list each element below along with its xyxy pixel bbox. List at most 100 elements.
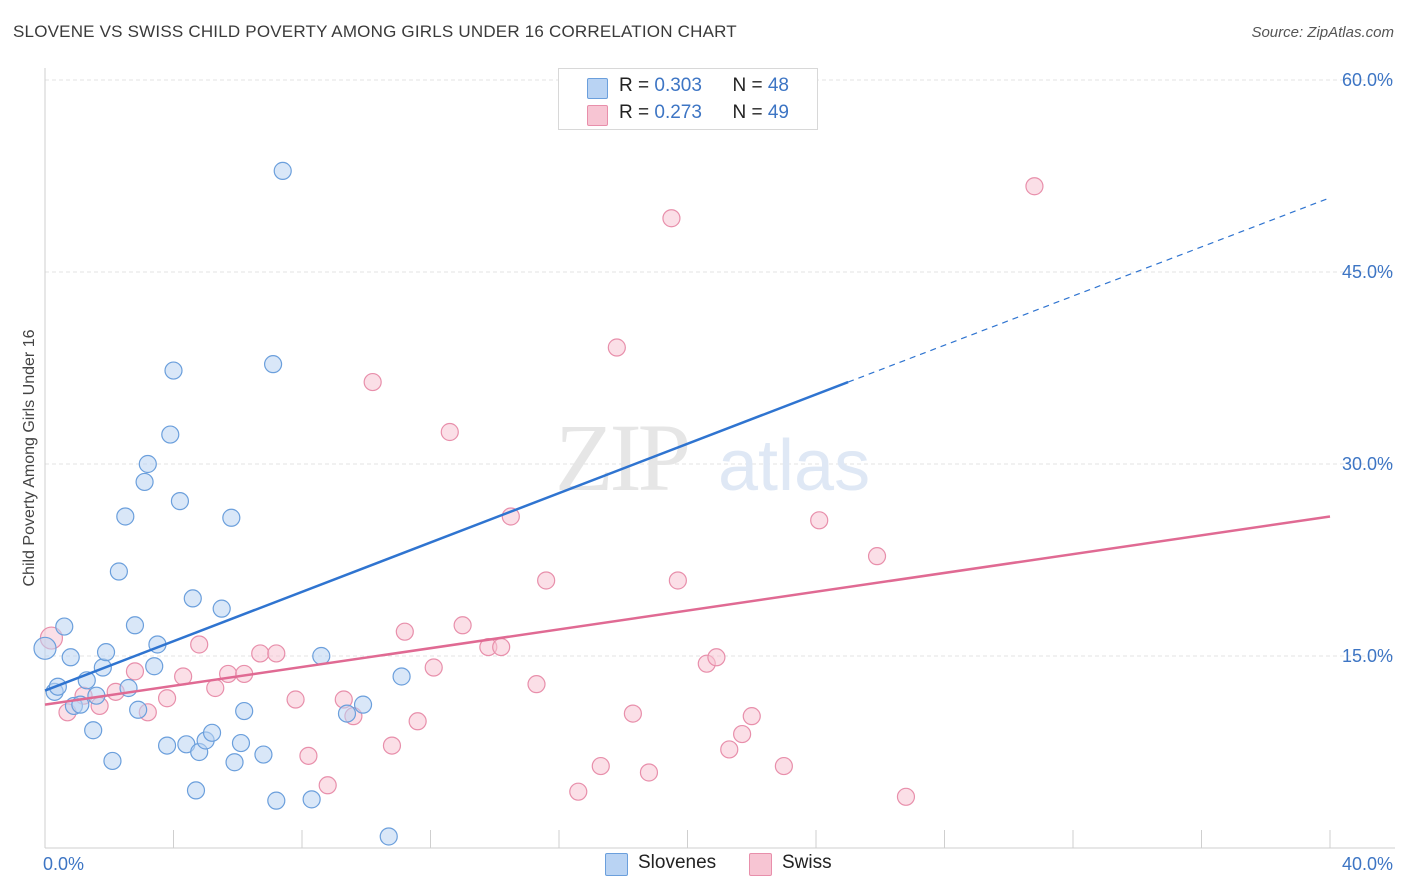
swiss-point bbox=[720, 740, 739, 759]
swiss-point bbox=[810, 511, 829, 530]
swiss-point bbox=[251, 644, 270, 663]
swiss-point bbox=[363, 372, 382, 392]
slovenes-point bbox=[145, 657, 164, 676]
swiss-point bbox=[424, 658, 443, 677]
swiss-point bbox=[537, 571, 556, 590]
swiss-point bbox=[492, 637, 511, 657]
swiss-point bbox=[299, 746, 318, 765]
legend-n-label: N = bbox=[732, 75, 768, 96]
swiss-point bbox=[382, 736, 402, 755]
slovenes-trend-line bbox=[44, 380, 849, 692]
swiss-point bbox=[318, 776, 337, 795]
svg-text:ZIP: ZIP bbox=[555, 404, 688, 511]
slovenes-point bbox=[183, 589, 202, 608]
slovenes-point bbox=[138, 454, 157, 474]
slovenes-point bbox=[263, 355, 283, 374]
y-tick-label: 30.0% bbox=[1342, 454, 1393, 474]
slovenes-point bbox=[392, 667, 411, 686]
legend-n-value: 49 bbox=[767, 102, 789, 123]
swiss-point bbox=[774, 756, 793, 776]
slovenes-point bbox=[170, 492, 190, 511]
slovenes-points bbox=[33, 79, 758, 846]
slovenes-point bbox=[33, 636, 57, 660]
svg-text:atlas: atlas bbox=[718, 426, 870, 506]
legend-r-value: 0.273 bbox=[654, 102, 702, 123]
swiss-point bbox=[742, 707, 761, 726]
correlation-legend: R = 0.303 N = 48 R = 0.273 N = 49 bbox=[558, 68, 818, 130]
axes bbox=[44, 68, 1395, 849]
source-label: Source: ZipAtlas.com bbox=[1251, 24, 1394, 41]
swiss-point bbox=[867, 547, 887, 566]
slovenes-point bbox=[231, 733, 251, 753]
slovenes-point bbox=[116, 507, 135, 526]
swiss-trend-line bbox=[44, 515, 1331, 706]
swiss-point bbox=[733, 724, 752, 744]
tick-labels: 15.0% 30.0% 45.0% 60.0% 0.0% 40.0% bbox=[43, 70, 1393, 874]
slovenes-point bbox=[254, 745, 273, 764]
slovenes-point bbox=[225, 753, 244, 772]
legend-r-value: 0.303 bbox=[654, 75, 702, 96]
swiss-point bbox=[206, 678, 225, 698]
slovenes-point bbox=[337, 704, 357, 723]
legend-n-value: 48 bbox=[767, 75, 789, 96]
y-tick-label: 60.0% bbox=[1342, 70, 1393, 90]
swiss-point bbox=[896, 787, 916, 806]
swiss-point bbox=[453, 616, 472, 635]
swiss-point bbox=[639, 763, 659, 782]
slovenes-point bbox=[312, 646, 331, 666]
slovenes-point bbox=[186, 781, 206, 800]
swiss-point bbox=[157, 689, 177, 708]
swiss-point bbox=[527, 675, 546, 694]
slovenes-point bbox=[135, 472, 154, 492]
swiss-point bbox=[607, 338, 626, 357]
slovenes-point bbox=[202, 723, 222, 742]
slovenes-point bbox=[235, 701, 254, 721]
slovenes-point bbox=[212, 599, 231, 618]
slovenes-point bbox=[164, 361, 183, 380]
zipatlas-watermark: ZIP atlas bbox=[555, 404, 870, 511]
swiss-point bbox=[190, 635, 209, 654]
slovenes-point bbox=[129, 700, 148, 719]
legend-r-label: R = bbox=[619, 75, 655, 96]
legend-label-slovenes: Slovenes bbox=[638, 852, 717, 873]
y-tick-label: 15.0% bbox=[1342, 646, 1393, 666]
swiss-point bbox=[286, 690, 305, 709]
slovenes-point bbox=[379, 827, 398, 846]
swiss-point bbox=[440, 422, 459, 442]
slovenes-point bbox=[96, 643, 116, 662]
swiss-point bbox=[408, 712, 427, 731]
x-tick-label: 0.0% bbox=[43, 854, 84, 874]
y-tick-label: 45.0% bbox=[1342, 262, 1393, 282]
slovenes-point bbox=[267, 791, 286, 810]
slovenes-swatch bbox=[587, 78, 608, 99]
swiss-point bbox=[707, 648, 726, 667]
legend-n-label: N = bbox=[732, 102, 768, 123]
slovenes-point bbox=[61, 648, 80, 667]
swiss-swatch bbox=[749, 853, 772, 876]
swiss-point bbox=[591, 756, 610, 776]
grid-lines bbox=[45, 79, 1395, 657]
swiss-point bbox=[623, 704, 642, 723]
slovenes-point bbox=[161, 425, 180, 444]
slovenes-point bbox=[273, 161, 292, 180]
swiss-swatch bbox=[587, 105, 608, 126]
legend-r-label: R = bbox=[619, 102, 655, 123]
legend-label-swiss: Swiss bbox=[782, 852, 832, 873]
slovenes-point bbox=[125, 616, 145, 635]
slovenes-point bbox=[302, 790, 321, 809]
slovenes-point bbox=[84, 721, 103, 740]
swiss-point bbox=[662, 209, 681, 228]
swiss-point bbox=[1025, 177, 1044, 196]
chart-title: SLOVENE VS SWISS CHILD POVERTY AMONG GIR… bbox=[13, 22, 737, 41]
trend-lines bbox=[44, 197, 1331, 706]
swiss-point bbox=[125, 662, 145, 681]
slovenes-swatch bbox=[605, 853, 628, 876]
swiss-point bbox=[569, 782, 588, 801]
slovenes-point bbox=[222, 508, 241, 527]
swiss-point bbox=[267, 644, 286, 663]
slovenes-point bbox=[103, 751, 122, 771]
slovenes-point bbox=[55, 617, 74, 636]
slovenes-point bbox=[353, 695, 373, 714]
swiss-point bbox=[395, 622, 414, 641]
